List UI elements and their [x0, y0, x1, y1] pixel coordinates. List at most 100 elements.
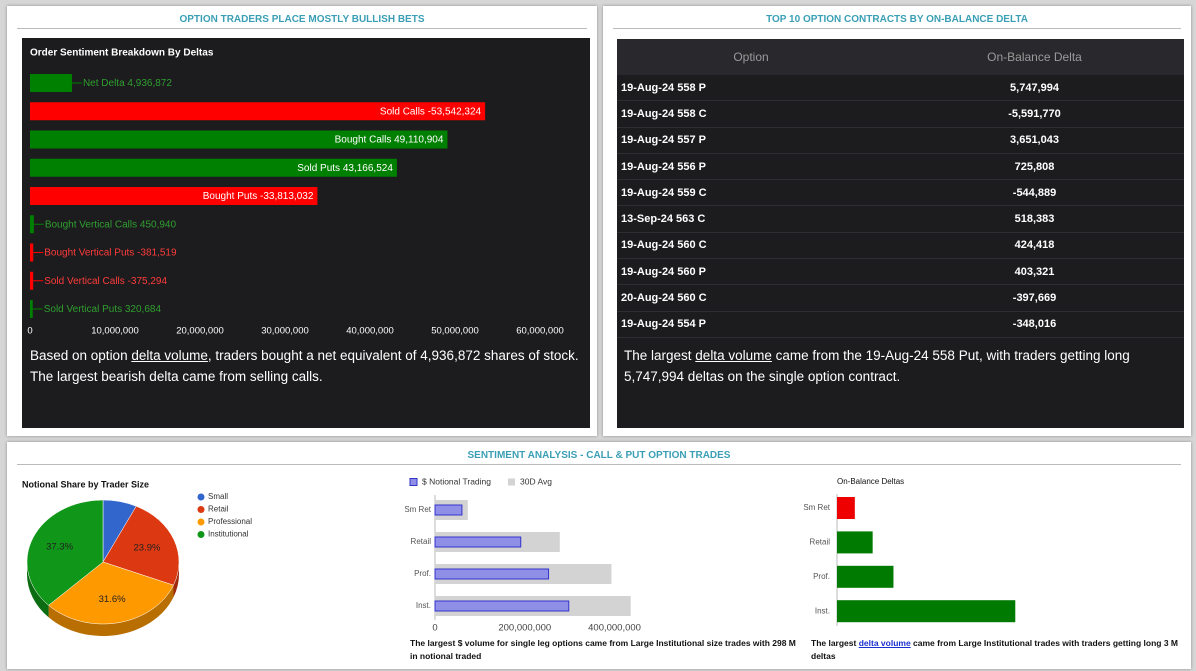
- option-cell: 13-Sep-24 563 C: [621, 213, 706, 226]
- category-label: Bought Vertical Puts: [44, 247, 134, 258]
- legend-swatch: [197, 518, 205, 526]
- table: Option On-Balance Delta 19-Aug-24 558 P 5…: [617, 39, 1184, 338]
- table-row: 19-Aug-24 560 P 403,321: [617, 259, 1184, 286]
- value-label: -375,294: [128, 275, 168, 286]
- option-cell: 20-Aug-24 560 C: [621, 292, 707, 305]
- summary: The largest $ volume for single leg opti…: [410, 637, 802, 663]
- option-cell: 19-Aug-24 560 P: [621, 265, 706, 278]
- link[interactable]: delta volume: [858, 638, 911, 648]
- x-tick-label: 60,000,000: [516, 326, 564, 337]
- category-label: Bought Vertical Calls: [45, 219, 137, 230]
- table-header: Option On-Balance Delta: [617, 39, 1184, 75]
- x-tick-label: 0: [27, 326, 32, 337]
- bar-label: Bought Puts -33,813,032: [203, 191, 314, 202]
- bar-label: Net Delta 4,936,872: [83, 78, 172, 89]
- table-row: 19-Aug-24 554 P -348,016: [617, 312, 1184, 338]
- delta-cell: -397,669: [1012, 292, 1057, 305]
- option-cell: 19-Aug-24 560 C: [621, 239, 707, 252]
- option-cell: 19-Aug-24 559 C: [621, 186, 707, 199]
- y-tick-label: Sm Ret: [404, 505, 431, 514]
- value-label: 320,684: [125, 304, 162, 315]
- bar: [837, 600, 1016, 623]
- category-label: Sold Calls: [380, 106, 425, 117]
- bar: [30, 215, 34, 234]
- slice-label: 31.6%: [99, 594, 126, 605]
- x-tick-label: 40,000,000: [346, 326, 394, 337]
- x-tick-label: 0: [432, 623, 437, 634]
- bar-label: Sold Calls -53,542,324: [380, 106, 482, 117]
- text: Based on option: [30, 348, 132, 363]
- legend-swatch: [197, 506, 205, 513]
- text: The largest: [811, 638, 859, 648]
- pie-slice: [102, 505, 180, 586]
- panel: OPTION TRADERS PLACE MOSTLY BULLISH BETS: [7, 6, 597, 436]
- x-tick-label: 30,000,000: [261, 326, 309, 337]
- option-cell: 19-Aug-24 558 P: [621, 81, 706, 94]
- panel-heading: OPTION TRADERS PLACE MOSTLY BULLISH BETS: [179, 14, 425, 25]
- x-tick-label: 200,000,000: [498, 623, 551, 634]
- column-header: On-Balance Delta: [987, 50, 1082, 64]
- y-tick-label: Prof.: [414, 569, 431, 578]
- value-label: 4,936,872: [127, 78, 172, 89]
- bar: [30, 102, 486, 121]
- bar: [30, 74, 72, 92]
- bar: [30, 187, 318, 205]
- option-cell: 19-Aug-24 556 P: [621, 160, 706, 173]
- table-row: 20-Aug-24 560 C -397,669: [617, 285, 1184, 312]
- summary: The largest delta volume came from Large…: [811, 637, 1186, 663]
- bar: [837, 497, 855, 519]
- x-tick-label: 400,000,000: [588, 623, 641, 634]
- chart-title: Notional Share by Trader Size: [22, 479, 149, 489]
- option-cell: 19-Aug-24 558 C: [621, 107, 707, 120]
- y-tick-label: Inst.: [416, 601, 431, 610]
- legend-label: $ Notional Trading: [422, 476, 491, 486]
- x-tick-label: 20,000,000: [176, 326, 224, 337]
- divider: [17, 28, 587, 29]
- value-label: -381,519: [137, 247, 177, 258]
- delta-cell: 424,418: [1014, 239, 1055, 252]
- bar: [434, 568, 550, 580]
- link[interactable]: delta volume: [695, 348, 772, 363]
- y-tick-label: Retail: [411, 537, 432, 546]
- divider: [17, 464, 1181, 465]
- bar: [30, 243, 34, 262]
- table-row: 19-Aug-24 558 C -5,591,770: [617, 101, 1184, 128]
- bar-label: Bought Calls 49,110,904: [335, 134, 444, 145]
- text: The largest $ volume for single leg opti…: [410, 638, 796, 661]
- bar: [837, 565, 894, 588]
- chart-title: Order Sentiment Breakdown By Deltas: [30, 48, 214, 59]
- legend-label: Retail: [208, 505, 229, 514]
- legend-label: 30D Avg: [520, 476, 552, 486]
- panel-heading: SENTIMENT ANALYSIS - CALL & PUT OPTION T…: [467, 450, 731, 461]
- chart-title: On-Balance Deltas: [837, 477, 904, 486]
- table-row: 13-Sep-24 563 C 518,383: [617, 206, 1184, 233]
- category-label: Sold Puts: [297, 162, 340, 173]
- column-header: Option: [733, 50, 769, 64]
- category-label: Net Delta: [83, 78, 125, 89]
- text: The largest: [624, 348, 696, 363]
- legend-swatch: [197, 531, 205, 538]
- bar-label: Sold Puts 43,166,524: [297, 162, 393, 173]
- bar: [837, 531, 873, 554]
- bar: [434, 600, 570, 612]
- y-tick-label: Sm Ret: [803, 503, 830, 512]
- delta-cell: 403,321: [1014, 265, 1055, 278]
- category-label: Sold Vertical Puts: [44, 304, 122, 315]
- table-row: 19-Aug-24 557 P 3,651,043: [617, 128, 1184, 154]
- slice-label: 23.9%: [134, 543, 161, 554]
- delta-cell: 3,651,043: [1010, 134, 1059, 147]
- bar-label: Sold Vertical Calls -375,294: [44, 275, 167, 286]
- bar-label: Bought Vertical Puts -381,519: [44, 247, 177, 258]
- bar: [30, 271, 34, 290]
- y-tick-label: Inst.: [815, 606, 830, 615]
- category-label: Bought Puts: [203, 191, 257, 202]
- table-row: 19-Aug-24 559 C -544,889: [617, 180, 1184, 207]
- link[interactable]: delta volume: [131, 348, 208, 363]
- delta-cell: 518,383: [1014, 213, 1055, 226]
- delta-cell: 725,808: [1014, 160, 1055, 173]
- panel-heading: TOP 10 OPTION CONTRACTS BY ON-BALANCE DE…: [766, 14, 1028, 25]
- x-tick-label: 10,000,000: [91, 326, 139, 337]
- option-cell: 19-Aug-24 557 P: [621, 134, 706, 147]
- value-label: 43,166,524: [343, 162, 393, 173]
